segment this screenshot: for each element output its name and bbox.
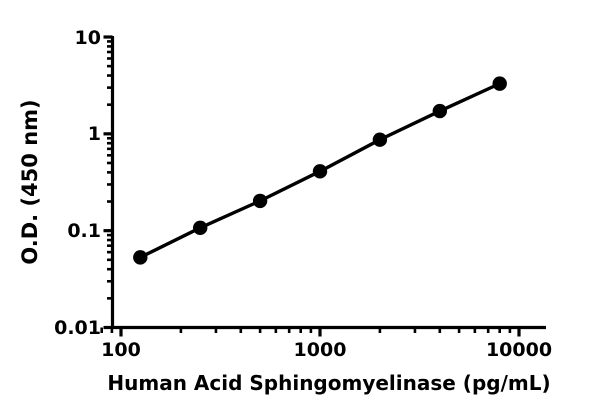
x-tick-label-10000: 10000: [486, 339, 552, 361]
data-series-layer: [133, 76, 507, 265]
y-axis-title: O.D. (450 nm): [18, 99, 42, 264]
y-axis-tick-labels: 10 1 0.1 0.01: [54, 27, 101, 339]
axes-lines: [110, 36, 546, 330]
data-point: [372, 132, 388, 147]
y-tick-label-0.01: 0.01: [54, 317, 101, 339]
data-point: [312, 164, 328, 179]
y-tick-label-1: 1: [88, 123, 101, 145]
data-point: [133, 250, 148, 265]
data-point: [192, 220, 208, 236]
x-axis-tick-labels: 100 1000 10000: [101, 339, 552, 361]
y-tick-label-0.1: 0.1: [67, 220, 101, 242]
data-point: [492, 76, 507, 91]
x-tick-label-1000: 1000: [294, 339, 347, 361]
y-tick-label-10: 10: [75, 27, 101, 49]
data-point: [432, 103, 448, 119]
x-axis-title: Human Acid Sphingomyelinase (pg/mL): [107, 371, 550, 395]
x-tick-label-100: 100: [101, 339, 141, 361]
data-point: [252, 193, 268, 209]
x-axis-ticks: [100, 327, 521, 337]
